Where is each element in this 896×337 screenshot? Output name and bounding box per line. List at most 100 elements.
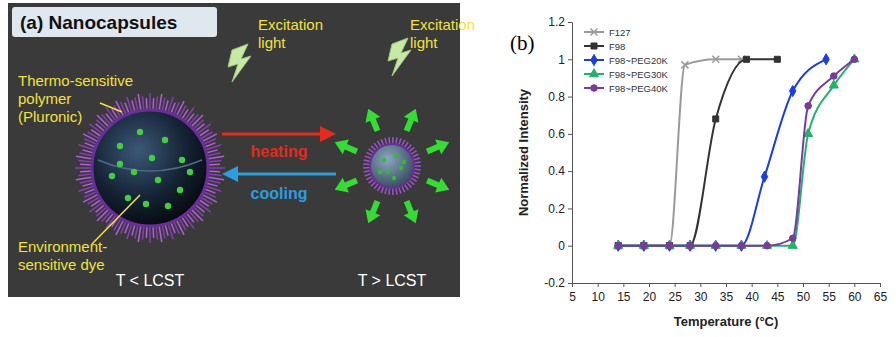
x-tick-mark <box>700 283 701 287</box>
dye-molecule <box>162 137 168 143</box>
cooling-arrow <box>236 173 336 176</box>
x-tick: 35 <box>720 283 734 304</box>
x-tick-label: 55 <box>822 290 836 304</box>
y-tick-mark <box>568 246 572 247</box>
polymer-chain <box>414 165 421 167</box>
polymer-chain <box>364 160 371 161</box>
dye-molecule <box>378 170 382 174</box>
y-tick: -0.2 <box>544 276 572 290</box>
polymer-chain <box>371 181 376 186</box>
polymer-chain <box>385 138 387 145</box>
dye-molecule <box>155 177 161 183</box>
pointer-line <box>92 195 140 244</box>
y-tick: 0.2 <box>548 202 572 216</box>
polymer-chain <box>378 141 382 147</box>
x-tick: 30 <box>694 283 708 304</box>
y-tick-mark <box>568 171 572 172</box>
title-box <box>12 7 217 37</box>
legend-label: F127 <box>609 27 631 38</box>
dye-molecule <box>125 195 131 201</box>
polymer-chain <box>392 137 394 144</box>
polymer-chain <box>407 144 412 149</box>
polymer-chain <box>381 139 384 145</box>
series-marker <box>738 242 745 249</box>
emission-arrow-head <box>435 139 449 154</box>
series-marker <box>681 61 688 68</box>
dye-molecule <box>399 166 403 170</box>
series-marker <box>805 103 812 110</box>
polymer-chain <box>366 176 372 179</box>
y-axis: -0.200.20.40.60.811.2 <box>544 15 572 290</box>
series-marker <box>640 242 647 249</box>
polymer-chain <box>371 146 376 151</box>
polymer-chain <box>396 188 397 195</box>
excitation-label: Excitation <box>258 16 323 33</box>
figure: (a) NanocapsulesExcitationlightExcitatio… <box>0 0 896 337</box>
legend: F127F98F98~PEG20KF98~PEG30KF98~PEG40K <box>584 27 669 94</box>
series-marker <box>774 56 780 62</box>
y-tick-label: 1 <box>558 53 565 67</box>
y-tick-label: -0.2 <box>544 276 565 290</box>
panel-a-background <box>8 3 460 297</box>
polymer-chain <box>404 184 408 190</box>
panel-b: (b)5101520253035404550556065-0.200.20.40… <box>510 15 887 329</box>
polymer-chain <box>411 151 417 155</box>
polymer-chain <box>404 142 408 148</box>
x-axis: 5101520253035404550556065 <box>569 283 887 304</box>
series-marker <box>665 240 674 248</box>
polymer-chain <box>413 158 420 160</box>
y-tick-mark <box>568 97 572 98</box>
series-marker <box>615 242 622 249</box>
series-marker <box>687 242 694 249</box>
legend-marker <box>591 43 597 49</box>
series-marker <box>737 240 746 248</box>
x-tick-mark <box>675 283 676 287</box>
y-tick-mark <box>568 208 572 209</box>
series-marker <box>639 240 648 248</box>
x-tick-mark <box>880 283 881 287</box>
dye-molecule <box>382 158 386 162</box>
series-marker <box>831 73 838 80</box>
dye-molecule <box>187 169 193 175</box>
x-axis-title: Temperature (°C) <box>674 314 779 329</box>
x-tick-label: 35 <box>720 290 734 304</box>
x-tick-mark <box>829 283 830 287</box>
emission-arrow <box>407 201 412 214</box>
x-tick-label: 65 <box>874 290 888 304</box>
dye-molecule <box>137 129 143 135</box>
pointer-line <box>100 103 122 112</box>
x-tick-label: 60 <box>848 290 862 304</box>
series-marker <box>641 242 648 249</box>
polymer-chain <box>402 140 405 146</box>
series-marker <box>615 242 622 249</box>
emission-arrow <box>372 201 377 214</box>
polymer-chain <box>399 138 401 145</box>
y-tick-mark <box>568 59 572 60</box>
x-tick-label: 45 <box>771 290 785 304</box>
series-marker <box>687 243 693 249</box>
y-tick: 1 <box>558 53 572 67</box>
polymer-chain <box>412 175 418 178</box>
x-tick-label: 5 <box>569 290 576 304</box>
series-marker <box>666 242 673 249</box>
x-tick: 55 <box>822 283 836 304</box>
dye-molecule <box>386 170 390 174</box>
polymer-chain <box>396 137 397 144</box>
dye-molecule <box>131 169 137 175</box>
y-tick: 0.8 <box>548 90 572 104</box>
y-tick-mark <box>568 22 572 23</box>
polymer-chain <box>385 187 387 194</box>
x-tick: 60 <box>848 283 862 304</box>
x-tick-mark <box>598 283 599 287</box>
polymer-chain <box>409 147 414 151</box>
y-axis-title: Normalized Intensity <box>516 88 531 216</box>
polymer-chain <box>374 183 378 189</box>
nanocapsule-large <box>92 110 208 226</box>
polymer-chain <box>366 152 372 155</box>
dye-molecule <box>117 161 123 167</box>
y-tick: 0.4 <box>548 164 572 178</box>
polymer-chain <box>363 163 370 165</box>
nanocapsule-small <box>370 144 414 188</box>
heating-arrow <box>222 133 322 136</box>
emission-arrow-head <box>335 139 349 154</box>
